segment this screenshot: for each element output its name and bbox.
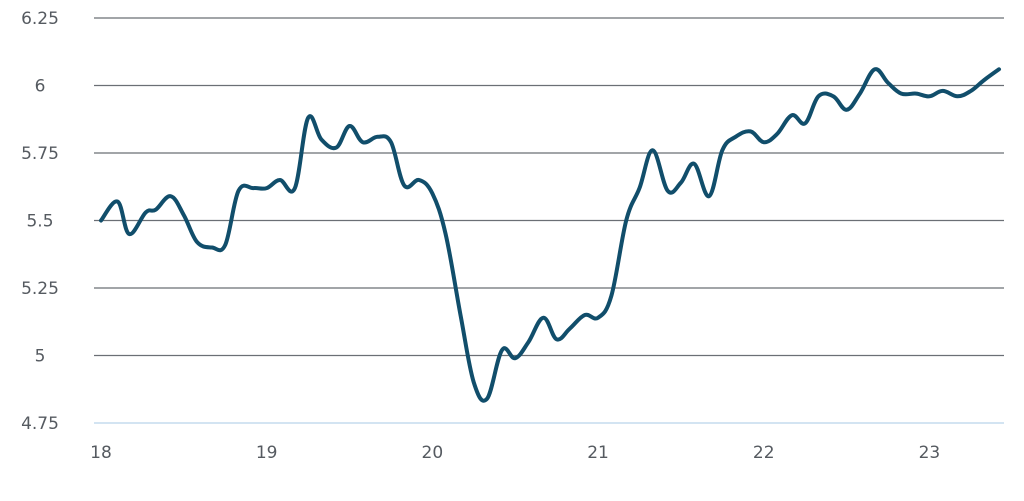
x-axis: 18 19 20 21 22 23 xyxy=(90,443,940,463)
x-tick-label: 23 xyxy=(919,443,941,463)
plot-area xyxy=(99,67,1001,403)
grid-lines xyxy=(94,17,1004,424)
x-tick-label: 21 xyxy=(587,443,609,463)
y-tick-label: 6.25 xyxy=(21,9,59,29)
y-tick-label: 5.75 xyxy=(21,144,59,164)
y-tick-label: 5 xyxy=(35,347,46,367)
x-tick-label: 22 xyxy=(753,443,775,463)
x-tick-label: 20 xyxy=(422,443,444,463)
x-tick-label: 18 xyxy=(90,443,112,463)
y-tick-label: 6 xyxy=(35,77,46,97)
y-tick-label: 5.25 xyxy=(21,279,59,299)
y-tick-label: 5.5 xyxy=(26,212,53,232)
x-tick-label: 19 xyxy=(256,443,278,463)
series-line xyxy=(99,67,1001,403)
y-axis: 6.25 6 5.75 5.5 5.25 5 4.75 xyxy=(21,9,59,434)
y-tick-label: 4.75 xyxy=(21,414,59,434)
